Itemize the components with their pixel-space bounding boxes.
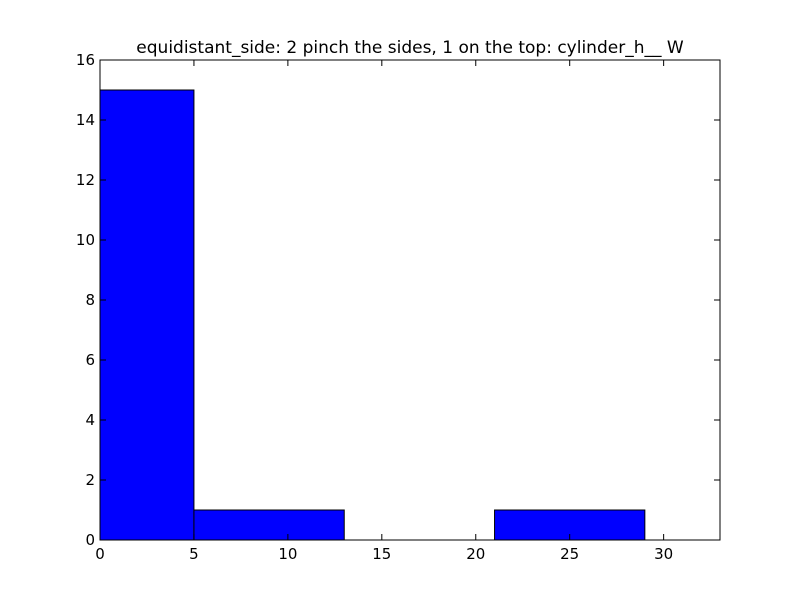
x-tick-label: 5 [189, 545, 199, 563]
x-tick-label: 25 [560, 545, 579, 563]
histogram-bar-1 [99, 89, 195, 541]
y-tick-label: 12 [76, 171, 95, 189]
y-tick-label: 0 [85, 531, 95, 549]
y-tick-label: 14 [76, 111, 95, 129]
x-tick-label: 20 [466, 545, 485, 563]
ticks-layer: 0 5 10 15 20 25 30 0 2 4 6 8 10 12 14 16 [76, 51, 720, 563]
x-tick-label: 15 [372, 545, 391, 563]
y-tick-label: 2 [85, 471, 95, 489]
plot-frame [99, 59, 721, 541]
y-tick-label: 4 [85, 411, 95, 429]
y-tick-label: 6 [85, 351, 95, 369]
chart-title: equidistant_side: 2 pinch the sides, 1 o… [136, 38, 684, 58]
x-tick-label: 30 [654, 545, 673, 563]
y-tick-label: 8 [85, 291, 95, 309]
y-tick-label: 10 [76, 231, 95, 249]
x-tick-label: 0 [95, 545, 105, 563]
x-tick-label: 10 [278, 545, 297, 563]
histogram-bar-2 [193, 509, 345, 541]
y-tick-label: 16 [76, 51, 95, 69]
